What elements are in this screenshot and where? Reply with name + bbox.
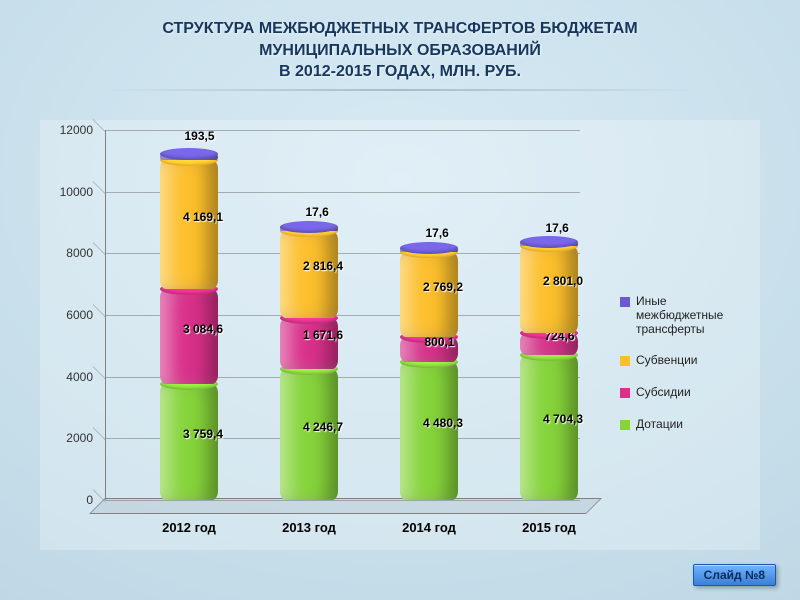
value-label: 1 671,6 (303, 328, 343, 342)
legend-label: Субвенции (636, 354, 698, 368)
bar-segment-dotacii (280, 369, 338, 500)
bar-segment-inye (160, 154, 218, 160)
legend-item-dotacii: Дотации (620, 418, 755, 432)
bar-segment-subvencii (160, 160, 218, 289)
value-label: 17,6 (305, 205, 328, 219)
y-axis-label: 6000 (45, 308, 93, 322)
legend-swatch (620, 297, 630, 307)
value-label: 4 246,7 (303, 420, 343, 434)
slide-title: СТРУКТУРА МЕЖБЮДЖЕТНЫХ ТРАНСФЕРТОВ БЮДЖЕ… (0, 18, 800, 91)
value-label: 2 816,4 (303, 259, 343, 273)
value-label: 2 769,2 (423, 280, 463, 294)
legend-label: Субсидии (636, 386, 691, 400)
y-axis-label: 4000 (45, 370, 93, 384)
bar-segment-subvencii (520, 246, 578, 332)
value-label: 3 759,4 (183, 427, 223, 441)
bar-segment-subsidii (160, 289, 218, 384)
chart: 3 759,4 3 084,6 4 169,1 193,5 4 246,7 1 671,6… (40, 120, 760, 550)
x-axis-label: 2015 год (522, 520, 576, 535)
value-label: 4 169,1 (183, 210, 223, 224)
value-label: 17,6 (545, 221, 568, 235)
bar-segment-inye (400, 248, 458, 252)
legend-item-inye: Иные межбюджетные трансферты (620, 295, 755, 336)
legend: Иные межбюджетные трансферты Субвенции Суб… (620, 295, 755, 450)
y-axis-label: 2000 (45, 431, 93, 445)
gridline (105, 500, 580, 501)
gridline (105, 130, 580, 131)
value-label: 17,6 (425, 226, 448, 240)
legend-swatch (620, 388, 630, 398)
chart-plot-area: 3 759,4 3 084,6 4 169,1 193,5 4 246,7 1 671,6… (105, 130, 580, 500)
x-axis-label: 2014 год (402, 520, 456, 535)
legend-label: Дотации (636, 418, 683, 432)
bar-segment-subsidii (280, 318, 338, 370)
x-axis-label: 2012 год (162, 520, 216, 535)
value-label: 3 084,6 (183, 322, 223, 336)
legend-swatch (620, 420, 630, 430)
value-label: 193,5 (184, 129, 214, 143)
y-axis-label: 10000 (45, 185, 93, 199)
slide-number-badge: Слайд №8 (693, 564, 776, 586)
value-label: 4 480,3 (423, 416, 463, 430)
bar-segment-inye (280, 227, 338, 231)
value-label: 2 801,0 (543, 274, 583, 288)
legend-item-subsidii: Субсидии (620, 386, 755, 400)
y-axis-label: 12000 (45, 123, 93, 137)
bar-segment-subvencii (400, 252, 458, 337)
legend-label: Иные межбюджетные трансферты (636, 295, 755, 336)
bar-segment-subvencii (280, 231, 338, 318)
value-label: 4 704,3 (543, 412, 583, 426)
bar-segment-dotacii (160, 384, 218, 500)
legend-item-subvencii: Субвенции (620, 354, 755, 368)
y-axis-label: 8000 (45, 246, 93, 260)
bar-segment-inye (520, 242, 578, 246)
y-axis-label: 0 (45, 493, 93, 507)
bar-segment-dotacii (400, 362, 458, 500)
bar-segment-dotacii (520, 355, 578, 500)
legend-swatch (620, 356, 630, 366)
slide: СТРУКТУРА МЕЖБЮДЖЕТНЫХ ТРАНСФЕРТОВ БЮДЖЕ… (0, 0, 800, 600)
x-axis-label: 2013 год (282, 520, 336, 535)
